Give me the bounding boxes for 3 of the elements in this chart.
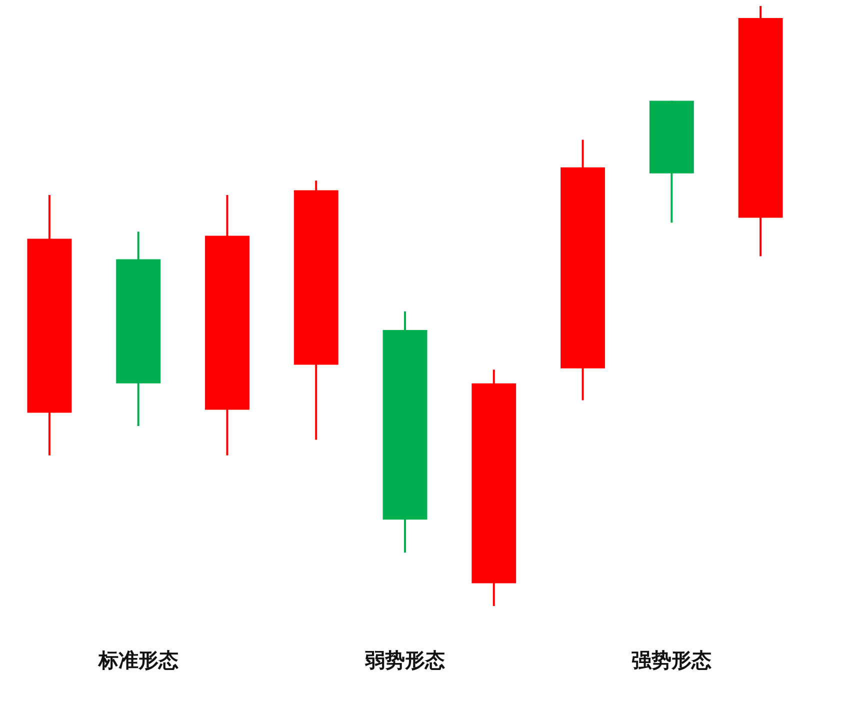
text: 标准形态 xyxy=(97,648,178,672)
text: 弱势形态 xyxy=(364,648,445,672)
text: 强势形态 xyxy=(632,648,712,672)
